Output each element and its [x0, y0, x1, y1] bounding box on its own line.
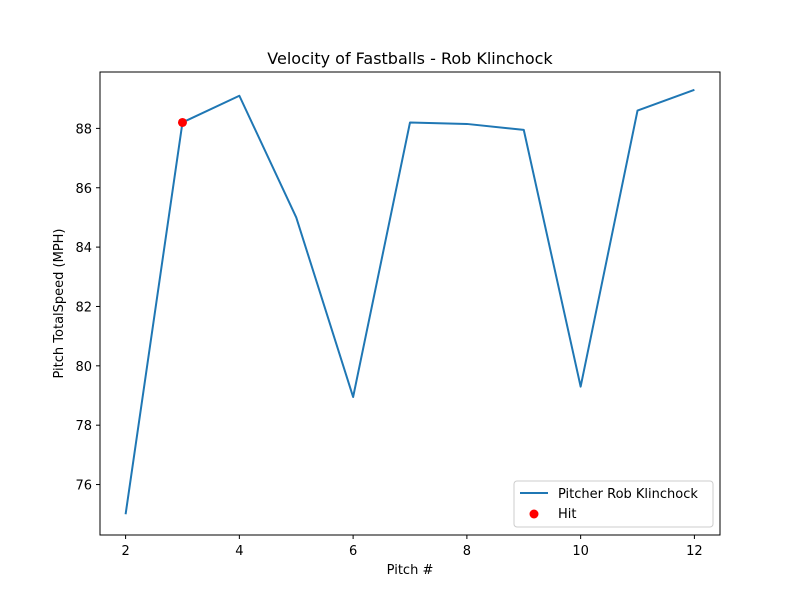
- y-tick-label: 76: [75, 479, 92, 494]
- legend-box: [513, 480, 714, 528]
- y-tick-label: 88: [75, 122, 92, 137]
- legend: Pitcher Rob Klinchock Hit: [513, 480, 714, 528]
- x-tick-label: 6: [349, 544, 357, 559]
- x-tick-label: 12: [686, 544, 703, 559]
- x-axis-label: Pitch #: [387, 563, 434, 578]
- y-tick-label: 80: [75, 360, 92, 375]
- x-tick-label: 4: [235, 544, 243, 559]
- hit-marker: [177, 117, 187, 127]
- legend-label-line: Pitcher Rob Klinchock: [558, 487, 698, 502]
- y-tick-label: 78: [75, 419, 92, 434]
- series-line-pitcher: [124, 88, 695, 515]
- legend-dot-swatch: [529, 509, 539, 519]
- x-tick-label: 8: [463, 544, 471, 559]
- legend-label-hit: Hit: [558, 507, 576, 522]
- y-tick-label: 84: [75, 241, 92, 256]
- y-tick-label: 82: [75, 300, 92, 315]
- chart-title: Velocity of Fastballs - Rob Klinchock: [267, 49, 553, 68]
- y-tick-label: 86: [75, 182, 92, 197]
- plot-area-frame: [99, 71, 721, 536]
- x-tick-label: 2: [121, 544, 129, 559]
- x-tick-label: 10: [572, 544, 589, 559]
- y-axis-label: Pitch TotalSpeed (MPH): [52, 228, 67, 378]
